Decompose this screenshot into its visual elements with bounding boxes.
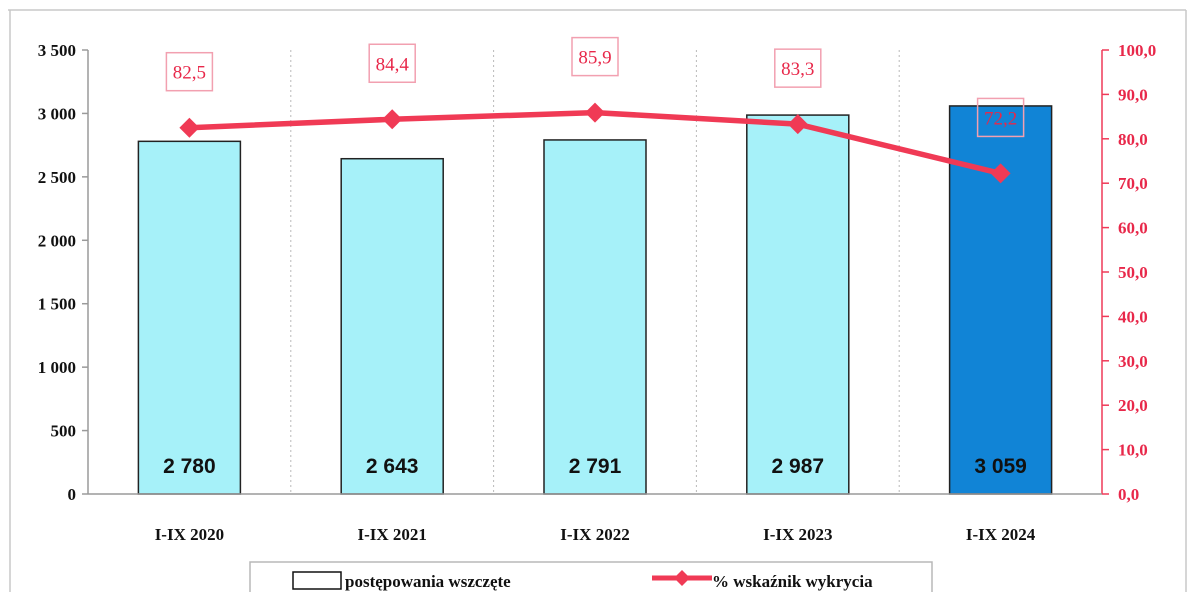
line-label-box (976, 97, 1025, 138)
line-value-label: 85,9 (578, 48, 611, 69)
vertical-gridlines (290, 50, 900, 494)
y-tick-label-right: 30,0 (1118, 352, 1148, 371)
bar-value-label: 3 059 (974, 455, 1027, 478)
data-labels: 82,5 84,4 85,9 83,3 72,2 2 780 2 643 2 791 2 987… (163, 36, 1027, 478)
legend-diamond-marker (674, 570, 690, 586)
y-tick-label-left: 3 500 (38, 41, 76, 60)
y-tick-label-left: 3 000 (38, 104, 76, 123)
x-tick-label: I-IX 2021 (357, 525, 426, 544)
y-tick-label-left: 2 000 (38, 231, 76, 250)
bar (340, 157, 444, 495)
bar-value-label: 2 987 (772, 455, 825, 478)
line-value-label: 82,5 (173, 63, 206, 84)
y-tick-label-left: 1 500 (38, 295, 76, 314)
line-label-box (571, 36, 619, 77)
line-value-label: 84,4 (376, 54, 410, 75)
y-tick-label-left: 2 500 (38, 168, 76, 187)
line-series (179, 102, 1011, 184)
line-label-box (165, 51, 214, 92)
line-point (787, 114, 808, 135)
y-tick-label-right: 10,0 (1118, 441, 1148, 460)
y-tick-label-right: 0,0 (1118, 485, 1139, 504)
x-tick-label: I-IX 2023 (763, 525, 832, 544)
y-tick-label-right: 50,0 (1118, 263, 1148, 282)
legend-line-label: % wskaźnik wykrycia (712, 572, 873, 591)
line-label-box (368, 43, 416, 84)
y-tick-label-left: 500 (51, 422, 77, 441)
y-tick-label-right: 40,0 (1118, 307, 1148, 326)
bar-value-label: 2 780 (163, 455, 216, 478)
line-value-label: 72,2 (984, 108, 1017, 129)
x-tick-label: I-IX 2020 (155, 525, 224, 544)
line-point (585, 102, 605, 123)
bar-value-label: 2 643 (366, 455, 419, 478)
bar-series (137, 105, 1053, 495)
legend-bar-label: postępowania wszczęte (345, 572, 511, 591)
y-tick-label-right: 80,0 (1118, 130, 1148, 149)
line-point (990, 163, 1011, 184)
y-tick-label-left: 1 000 (38, 358, 76, 377)
legend: postępowania wszczęte % wskaźnik wykryci… (249, 561, 933, 592)
axes: 0 500 1 000 1 500 2 000 2 500 3 000 3 500 0,0 10,… (38, 41, 1157, 544)
x-tick-label: I-IX 2024 (966, 525, 1036, 544)
y-tick-label-right: 70,0 (1118, 174, 1148, 193)
y-tick-label-right: 90,0 (1118, 85, 1148, 104)
legend-box (249, 561, 933, 592)
y-tick-label-right: 60,0 (1118, 219, 1148, 238)
bar (137, 140, 242, 495)
bar-value-label: 2 791 (569, 455, 622, 478)
y-tick-label-left: 0 (68, 485, 77, 504)
legend-bar-swatch (292, 571, 342, 590)
line-point (382, 109, 403, 130)
x-tick-label: I-IX 2022 (560, 525, 629, 544)
bar (543, 139, 647, 495)
line-label-box (774, 48, 822, 88)
bar (746, 114, 850, 495)
line-point (179, 117, 200, 138)
y-tick-label-right: 100,0 (1118, 41, 1156, 60)
line-value-label: 83,3 (781, 59, 814, 80)
y-tick-label-right: 20,0 (1118, 396, 1148, 415)
